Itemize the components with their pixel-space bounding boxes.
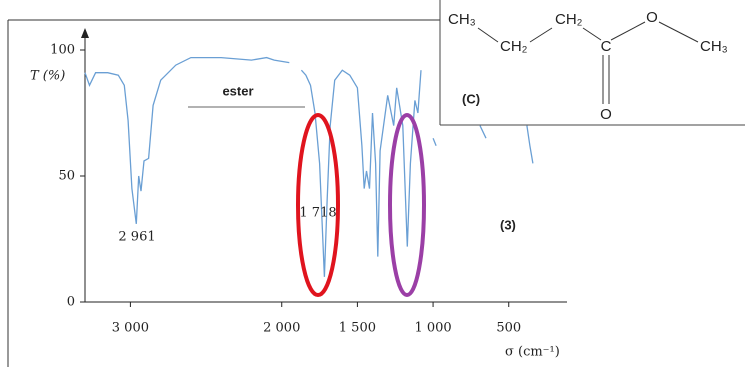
bond — [658, 21, 699, 43]
structure-box — [440, 0, 745, 125]
y-axis-arrow — [81, 28, 89, 38]
highlight-ellipse — [388, 113, 426, 297]
x-tick-label: 1 500 — [339, 321, 376, 336]
spectrum-line — [84, 56, 534, 277]
peak-label: 1 718 — [299, 206, 336, 221]
y-tick-label: 0 — [67, 295, 75, 310]
bond — [477, 27, 499, 43]
y-axis-label: T (%) — [30, 69, 65, 84]
annotation: (C) — [462, 91, 480, 106]
structure-label: CH₃ — [700, 38, 728, 55]
annotations: 2 961 1 718 ester (C) (3) — [118, 83, 516, 297]
structure-label: O — [600, 106, 612, 123]
plot: T (%) σ (cm⁻¹) 0 50 100 3 000 2 000 1 500 1 000 5… — [30, 28, 567, 360]
x-axis-label: σ (cm⁻¹) — [505, 345, 560, 360]
structure-label: CH₂ — [555, 11, 583, 28]
bond — [610, 21, 646, 41]
x-tick-label: 2 000 — [263, 321, 300, 336]
y-tick-label: 100 — [50, 43, 75, 58]
structure: CH₃ CH₂ CH₂ C O CH₃ O — [439, 0, 745, 126]
structure-label: CH₃ — [448, 11, 476, 28]
peak-label: 2 961 — [118, 230, 155, 245]
x-tick-label: 500 — [496, 321, 521, 336]
highlight-ellipse — [296, 113, 340, 297]
structure-label: C — [601, 38, 612, 55]
bond — [582, 27, 602, 41]
x-tick-label: 3 000 — [112, 321, 149, 336]
x-tick-label: 1 000 — [414, 321, 451, 336]
annotation: ester — [222, 83, 253, 98]
structure-label: O — [646, 9, 658, 26]
y-tick-label: 50 — [58, 169, 75, 184]
bond — [529, 27, 553, 43]
annotation: (3) — [500, 217, 516, 232]
structure-label: CH₂ — [500, 38, 528, 55]
